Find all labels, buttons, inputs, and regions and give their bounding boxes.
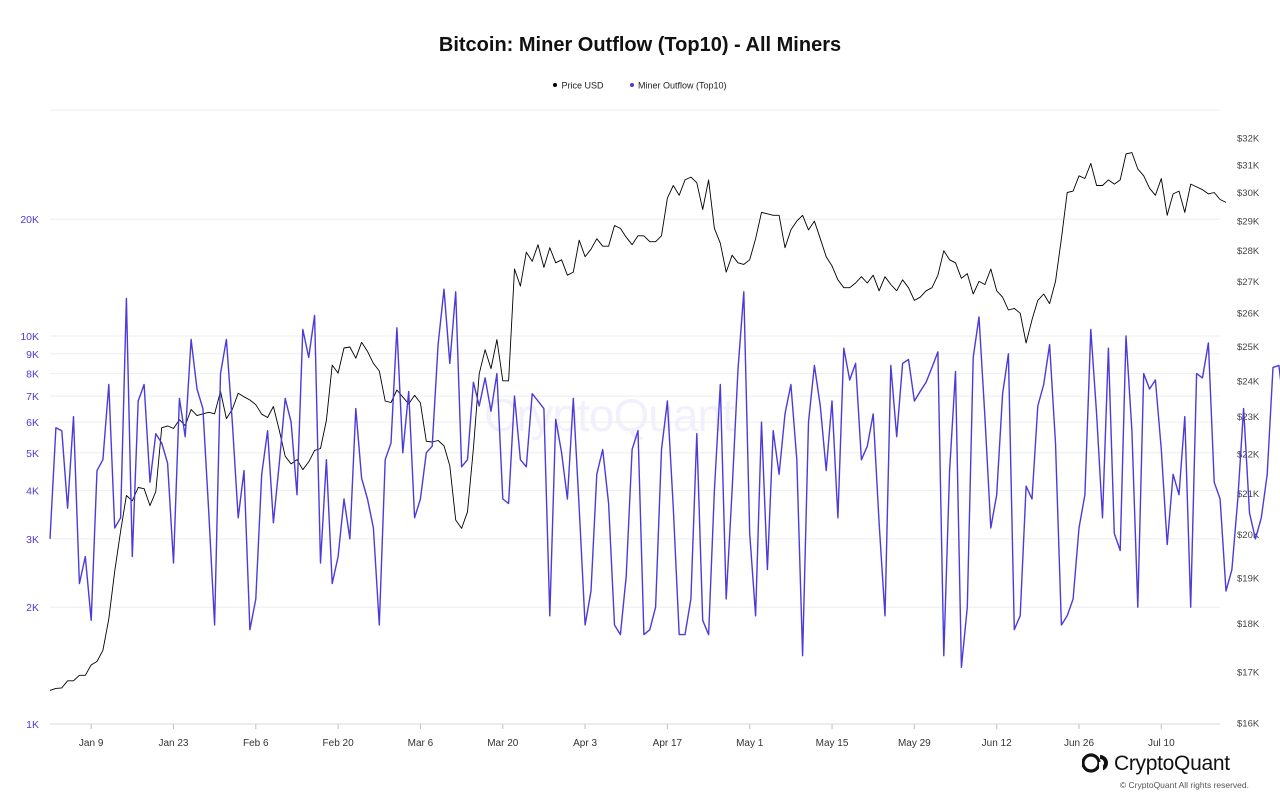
right-axis-tick-label: $24K [1237,376,1260,387]
right-axis-tick-label: $22K [1237,450,1260,461]
right-axis-tick-label: $28K [1237,246,1260,257]
x-axis-tick-label: Mar 6 [408,738,434,749]
right-axis-tick-label: $26K [1237,309,1260,320]
left-axis-tick-label: 8K [26,369,39,381]
brand-name: CryptoQuant [1114,752,1230,775]
right-axis-tick-label: $29K [1237,217,1260,228]
right-axis-tick-label: $23K [1237,412,1260,423]
left-axis-tick-label: 20K [20,214,39,226]
left-axis-tick-label: 4K [26,485,39,497]
left-axis-tick-label: 2K [26,602,39,614]
x-axis-tick-label: May 15 [816,738,849,749]
right-axis-tick-label: $31K [1237,160,1260,171]
x-axis-tick-label: Mar 20 [487,738,519,749]
legend-dot-miner-outflow [629,82,634,87]
chart-legend: Price USD Miner Outflow (Top10) [0,80,1280,91]
x-axis-tick-label: Feb 6 [243,738,269,749]
x-axis-tick-label: Feb 20 [323,738,355,749]
x-axis-tick-label: Jun 12 [982,738,1012,749]
watermark-logo: CryptoQuant [484,389,735,441]
legend-label-price: Price USD [561,80,604,91]
left-axis-tick-label: 1K [26,719,39,731]
right-axis-tick-label: $32K [1237,134,1260,145]
left-axis-tick-label: 3K [26,534,39,546]
x-axis-tick-label: May 1 [736,738,764,749]
right-axis-tick-label: $19K [1237,573,1260,584]
legend-item-miner-outflow[interactable]: Miner Outflow (Top10) [629,80,727,91]
right-axis-tick-label: $16K [1237,719,1260,730]
x-axis-tick-label: Apr 3 [573,738,597,749]
right-axis-tick-label: $20K [1237,530,1260,541]
right-axis-tick-label: $18K [1237,619,1260,630]
right-axis-tick-label: $30K [1237,188,1260,199]
series-line-miner-outflow [49,288,1280,668]
series-line-price-usd [49,152,1227,691]
x-axis-tick-label: Jul 10 [1148,738,1175,749]
legend-label-miner-outflow: Miner Outflow (Top10) [637,80,727,91]
x-axis-tick-label: Jan 23 [158,738,188,749]
right-axis-tick-label: $27K [1237,277,1260,288]
legend-item-price[interactable]: Price USD [553,80,603,91]
x-axis-tick-label: Jan 9 [79,738,104,749]
left-axis-tick-label: 5K [26,448,39,460]
right-axis-tick-label: $25K [1237,342,1260,353]
x-axis-tick-label: Jun 26 [1064,738,1094,749]
chart-title: Bitcoin: Miner Outflow (Top10) - All Min… [438,34,842,56]
cryptoquant-logo-icon [1082,753,1108,773]
left-axis-tick-label: 10K [20,331,39,343]
right-axis-tick-label: $17K [1237,667,1260,678]
left-axis-tick-label: 6K [26,417,39,429]
x-axis-tick-label: May 29 [898,738,931,749]
left-axis-tick-label: 7K [26,391,39,403]
left-axis-tick-label: 9K [26,349,39,361]
x-axis-tick-label: Apr 17 [653,738,683,749]
legend-dot-price [553,82,558,87]
copyright-text: © CryptoQuant All rights reserved. [1119,780,1249,790]
